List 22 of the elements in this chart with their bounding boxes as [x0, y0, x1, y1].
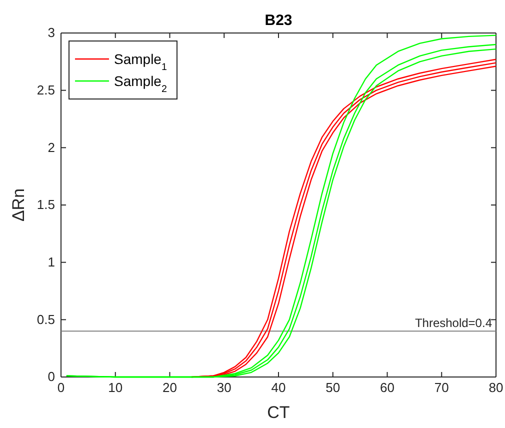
x-tick-label: 80 [488, 380, 504, 396]
y-tick-label: 2.5 [36, 82, 55, 98]
x-tick-label: 10 [108, 380, 123, 396]
x-tick-label: 40 [271, 380, 286, 396]
y-tick-label: 3 [48, 25, 55, 40]
y-tick-label: 0.5 [36, 312, 55, 327]
ref-line-label: Threshold=0.4 [414, 316, 492, 330]
y-tick-label: 1.5 [36, 197, 55, 212]
chart-title: B23 [264, 12, 292, 29]
x-axis-title: CT [267, 403, 290, 422]
legend-label: Sample$_{2}$ [114, 73, 167, 94]
legend-label: Sample$_{1}$ [114, 51, 167, 72]
y-tick-label: 2 [48, 140, 55, 155]
x-tick-label: 50 [326, 380, 340, 396]
y-tick-label: 1 [48, 254, 55, 270]
x-tick-label: 30 [216, 380, 232, 396]
x-tick-label: 20 [162, 380, 177, 396]
x-tick-label: 60 [380, 380, 394, 396]
y-tick-label: 0 [48, 369, 55, 384]
y-axis-title: ΔRn [9, 188, 28, 222]
x-tick-label: 0 [57, 380, 65, 396]
x-tick-label: 70 [434, 380, 449, 396]
